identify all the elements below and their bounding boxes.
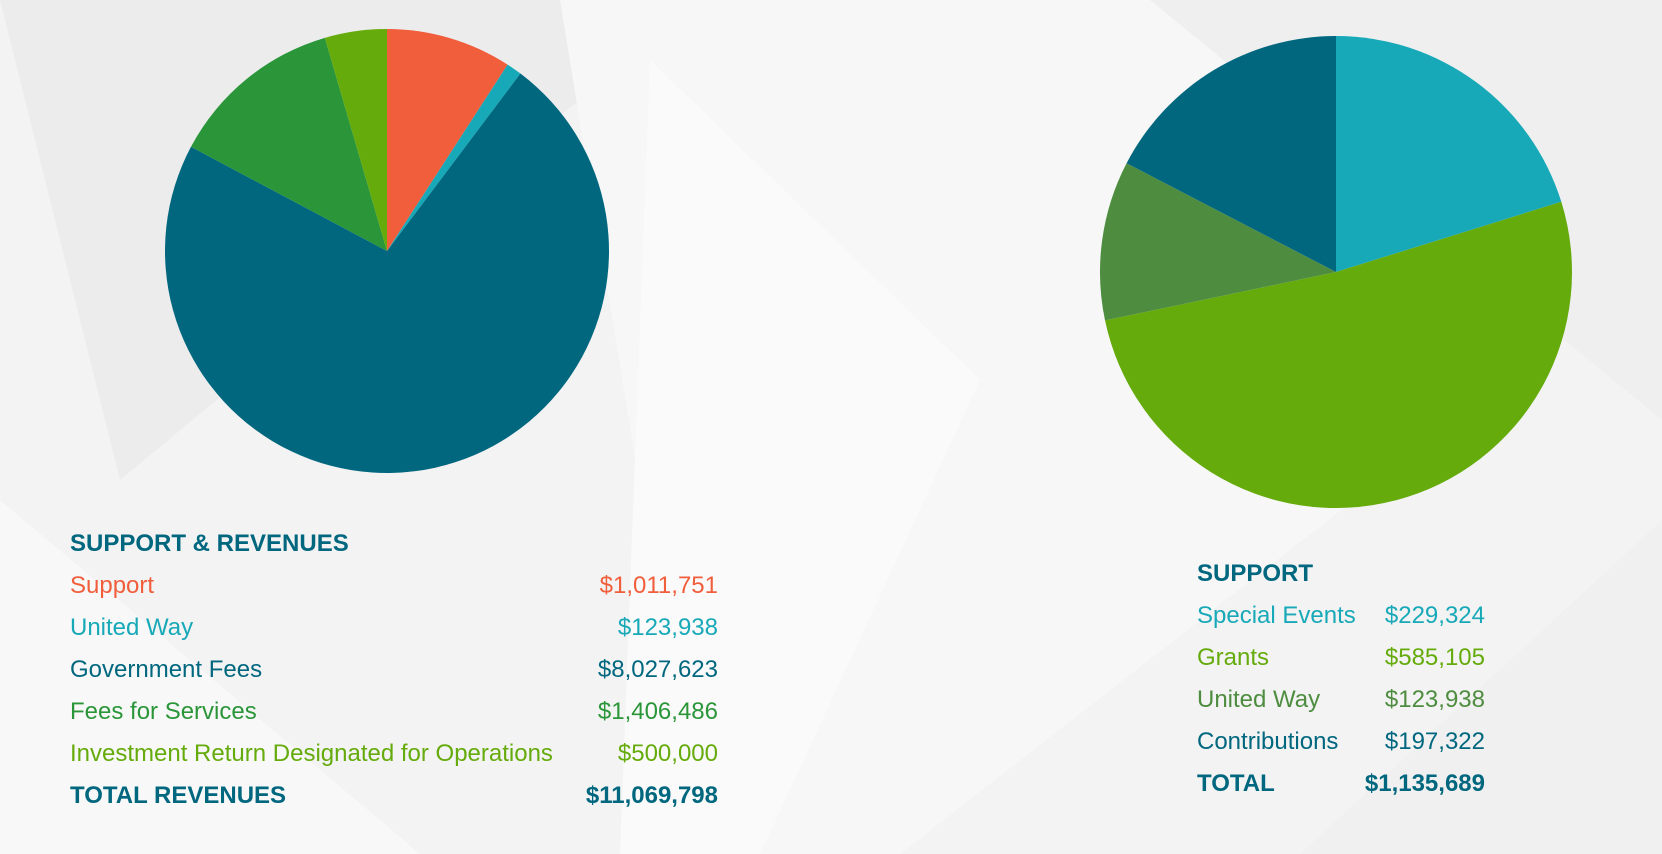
total-label: TOTAL REVENUES bbox=[70, 782, 287, 809]
row-value: $123,938 bbox=[1384, 686, 1485, 713]
table-row: Investment Return Designated for Operati… bbox=[70, 733, 718, 775]
total-row: TOTAL $1,135,689 bbox=[1197, 763, 1485, 805]
pie-slice-special-events bbox=[1336, 36, 1562, 272]
table-row: Support $1,011,751 bbox=[70, 565, 718, 607]
row-label: Grants bbox=[1197, 644, 1270, 671]
row-value: $123,938 bbox=[617, 614, 718, 641]
table-row: United Way $123,938 bbox=[70, 607, 718, 649]
row-label: Special Events bbox=[1197, 602, 1356, 629]
row-value: $229,324 bbox=[1384, 602, 1485, 629]
support-pie-chart bbox=[1100, 36, 1572, 509]
revenues-legend-table: SUPPORT & REVENUES Support $1,011,751 Un… bbox=[70, 523, 718, 817]
pie-slice-united-way bbox=[1100, 163, 1336, 321]
pie-slice-support bbox=[387, 29, 508, 251]
support-table-title: SUPPORT bbox=[1197, 560, 1314, 587]
pie-slice-investment-return-designated-for-operations bbox=[324, 29, 387, 251]
row-value: $1,011,751 bbox=[599, 572, 718, 599]
table-row: Fees for Services $1,406,486 bbox=[70, 691, 718, 733]
row-label: Support bbox=[70, 572, 155, 599]
row-label: Fees for Services bbox=[70, 698, 257, 725]
table-row: Government Fees $8,027,623 bbox=[70, 649, 718, 691]
row-value: $8,027,623 bbox=[597, 656, 718, 683]
support-legend-table: SUPPORT Special Events $229,324 Grants $… bbox=[1197, 553, 1485, 805]
total-value: $1,135,689 bbox=[1364, 770, 1485, 797]
row-label: Contributions bbox=[1197, 728, 1339, 755]
total-label: TOTAL bbox=[1197, 770, 1275, 797]
row-label: United Way bbox=[70, 614, 194, 641]
pie-slice-contributions bbox=[1126, 36, 1336, 272]
revenues-pie-chart bbox=[165, 29, 610, 474]
revenues-table-title: SUPPORT & REVENUES bbox=[70, 530, 349, 557]
row-value: $197,322 bbox=[1384, 728, 1485, 755]
row-value: $500,000 bbox=[617, 740, 718, 767]
row-label: United Way bbox=[1197, 686, 1321, 713]
pie-slice-united-way bbox=[387, 64, 521, 251]
row-label: Government Fees bbox=[70, 656, 263, 683]
total-value: $11,069,798 bbox=[585, 782, 718, 809]
table-row: United Way $123,938 bbox=[1197, 679, 1485, 721]
row-value: $585,105 bbox=[1384, 644, 1485, 671]
row-value: $1,406,486 bbox=[597, 698, 718, 725]
table-row: Grants $585,105 bbox=[1197, 637, 1485, 679]
table-row: Contributions $197,322 bbox=[1197, 721, 1485, 763]
pie-slice-grants bbox=[1105, 201, 1572, 509]
table-row: Special Events $229,324 bbox=[1197, 595, 1485, 637]
pie-slice-fees-for-services bbox=[190, 37, 387, 251]
pie-slice-government-fees bbox=[165, 73, 610, 474]
row-label: Investment Return Designated for Operati… bbox=[70, 740, 553, 767]
total-row: TOTAL REVENUES $11,069,798 bbox=[70, 775, 718, 817]
